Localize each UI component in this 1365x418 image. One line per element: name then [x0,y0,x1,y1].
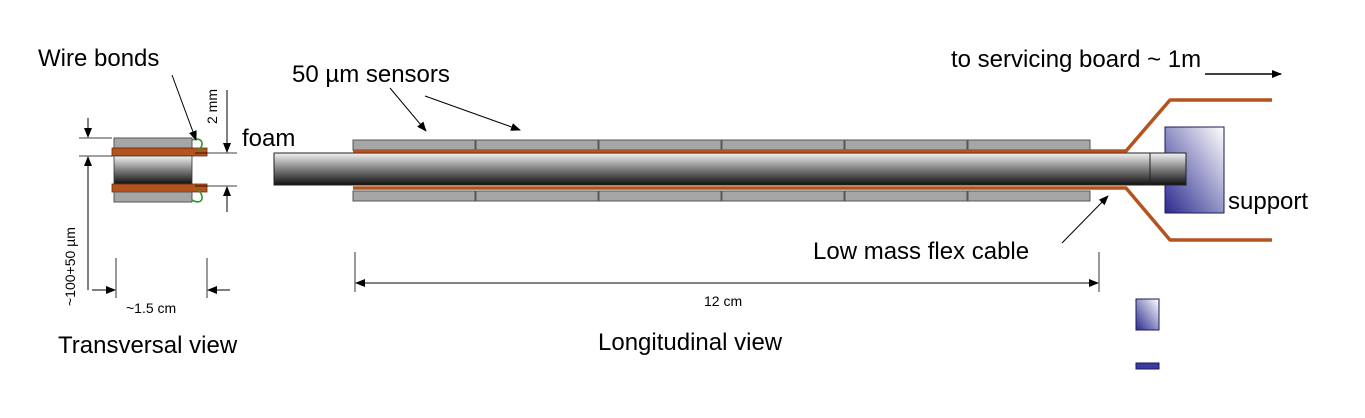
wire-bonds-pointer [171,74,197,141]
transversal-view-title: Transversal view [58,332,238,359]
sensors-pointer-2 [424,95,521,131]
sensor [598,190,722,202]
sensor [475,190,599,202]
foam-label: foam [242,125,295,152]
wire-bonds-label: Wire bonds [38,45,159,72]
wire-bond-bottom [191,189,203,203]
sensor [721,139,845,151]
two-mm-label: 2 mm [204,89,220,124]
sensor [967,190,1091,202]
foam-core [273,152,1187,186]
transversal-bottom-flex [111,183,208,193]
sensor [844,190,968,202]
transversal-view: Wire bonds 2 mm ~100+50 µm ~1.5 cm Trans… [38,45,238,359]
sensor [475,139,599,151]
thickness-label: ~100+50 µm [62,227,78,306]
sensor [967,139,1091,151]
transversal-bottom-sensor [113,191,193,203]
longitudinal-view: 50 µm sensors foam to servicing board ~ … [242,46,1308,370]
flex-cable-pointer [1061,195,1109,244]
length-label: 12 cm [704,293,742,309]
sensor [352,139,476,151]
top-sensor-row [352,139,1091,151]
sensors-pointer-1 [389,87,427,132]
sensor [844,139,968,151]
servicing-label: to servicing board ~ 1m [951,46,1201,73]
bottom-sensor-row [352,190,1091,202]
sensors-label: 50 µm sensors [292,61,450,88]
width-label: ~1.5 cm [126,300,176,316]
transversal-top-flex [111,147,208,157]
foam-core-end [1149,152,1187,186]
flex-cable-label: Low mass flex cable [813,238,1029,265]
sensor [721,190,845,202]
longitudinal-view-title: Longitudinal view [598,329,783,356]
legend-square-1 [1135,298,1160,331]
transversal-top-sensor [113,137,193,149]
flex-cable-bottom [353,186,1272,242]
flex-cable-top [353,98,1272,153]
transversal-foam [113,155,193,185]
legend-square-2 [1135,362,1160,370]
support-label: support [1228,188,1308,215]
sensor [352,190,476,202]
sensor [598,139,722,151]
